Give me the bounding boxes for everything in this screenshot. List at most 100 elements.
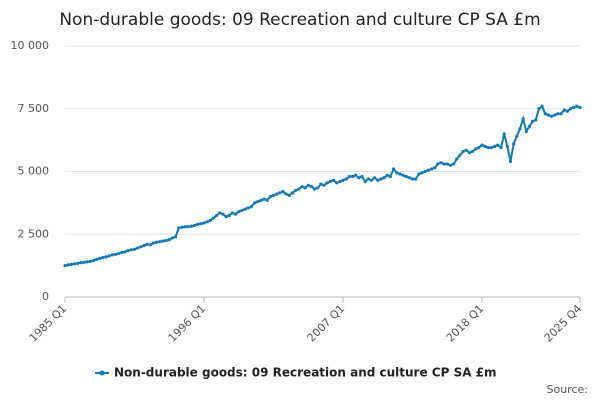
marker xyxy=(502,132,506,136)
marker xyxy=(101,255,105,260)
marker xyxy=(395,171,399,175)
marker xyxy=(401,173,405,177)
marker xyxy=(186,225,190,229)
marker xyxy=(306,183,310,187)
marker xyxy=(445,162,449,166)
marker xyxy=(234,212,238,216)
marker xyxy=(515,134,519,138)
marker xyxy=(335,181,339,185)
marker xyxy=(508,159,513,164)
marker xyxy=(338,179,342,184)
marker xyxy=(120,250,124,254)
y-tick-label: 2 500 xyxy=(18,227,50,240)
marker xyxy=(164,238,168,243)
marker xyxy=(123,250,127,254)
y-tick-label: 5 000 xyxy=(18,165,50,178)
marker xyxy=(549,114,554,118)
marker xyxy=(199,222,203,226)
marker xyxy=(328,179,332,184)
marker xyxy=(243,207,247,211)
marker xyxy=(211,216,216,220)
marker xyxy=(531,119,535,123)
marker xyxy=(290,191,295,195)
marker xyxy=(98,256,102,260)
marker xyxy=(230,211,235,215)
marker xyxy=(136,246,140,250)
marker xyxy=(309,184,314,189)
marker xyxy=(433,166,437,170)
x-tick-label: 2025 Q4 xyxy=(542,302,585,345)
marker xyxy=(155,240,159,244)
marker xyxy=(559,112,563,116)
marker xyxy=(262,197,266,201)
marker xyxy=(404,174,408,179)
marker xyxy=(151,241,156,245)
marker xyxy=(385,173,389,177)
line xyxy=(64,104,581,267)
source: Source: xyxy=(547,383,589,396)
marker xyxy=(297,187,301,191)
marker xyxy=(126,248,130,253)
marker xyxy=(287,193,291,197)
marker xyxy=(294,188,298,192)
marker xyxy=(88,259,92,263)
marker xyxy=(354,173,358,177)
marker xyxy=(325,181,329,185)
marker xyxy=(527,124,532,128)
marker xyxy=(69,262,73,266)
marker xyxy=(240,208,244,213)
y-tick-label: 0 xyxy=(42,290,49,303)
marker xyxy=(388,174,393,179)
marker xyxy=(461,149,465,154)
marker xyxy=(208,218,212,223)
marker xyxy=(410,177,415,181)
marker xyxy=(173,235,178,239)
marker xyxy=(562,108,566,112)
marker xyxy=(474,147,478,151)
marker xyxy=(218,211,222,215)
marker xyxy=(227,213,231,218)
marker xyxy=(518,127,522,131)
marker xyxy=(452,162,456,166)
marker xyxy=(568,107,573,111)
marker xyxy=(553,113,557,117)
marker xyxy=(448,163,453,167)
marker xyxy=(139,245,143,249)
marker xyxy=(170,236,175,240)
legend-label: Non-durable goods: 09 Recreation and cul… xyxy=(114,366,497,380)
marker xyxy=(347,174,351,179)
marker xyxy=(72,262,77,266)
marker xyxy=(429,167,434,171)
marker xyxy=(167,238,171,242)
marker xyxy=(265,198,269,202)
marker xyxy=(512,142,516,146)
marker xyxy=(499,146,503,150)
marker xyxy=(363,179,367,184)
marker xyxy=(107,254,111,258)
marker xyxy=(575,104,579,108)
marker xyxy=(556,112,560,116)
marker xyxy=(275,192,279,196)
marker xyxy=(572,105,576,110)
marker xyxy=(565,109,569,113)
marker xyxy=(366,177,370,181)
marker xyxy=(192,223,197,228)
marker xyxy=(486,146,490,150)
marker xyxy=(259,198,263,202)
marker xyxy=(91,259,96,263)
marker xyxy=(79,261,83,265)
marker xyxy=(246,206,250,210)
marker xyxy=(85,260,89,264)
marker xyxy=(161,239,165,243)
marker xyxy=(360,174,364,179)
marker xyxy=(145,242,149,246)
marker xyxy=(268,195,272,199)
marker xyxy=(158,240,162,244)
marker xyxy=(357,176,361,180)
marker xyxy=(117,251,121,256)
legend-marker xyxy=(99,370,105,376)
marker xyxy=(464,148,468,152)
marker xyxy=(319,182,323,186)
marker xyxy=(382,176,386,180)
marker xyxy=(252,201,257,205)
